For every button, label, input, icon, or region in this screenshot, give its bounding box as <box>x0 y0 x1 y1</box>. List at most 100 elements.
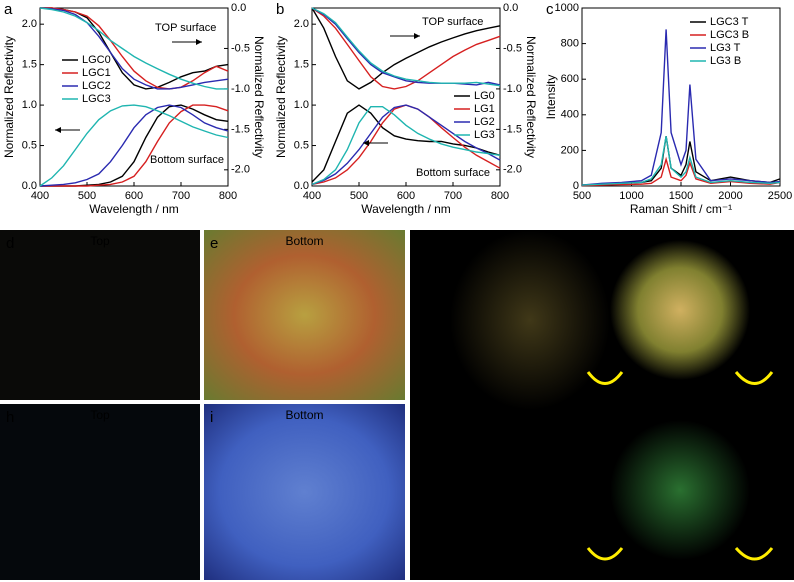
y2-tick-label: 0.0 <box>503 2 518 14</box>
series-line <box>39 104 229 187</box>
y-tick-label: 200 <box>561 144 579 156</box>
y2-tick-label: -2.0 <box>503 164 522 176</box>
series-line <box>40 104 229 187</box>
series-line <box>39 104 229 187</box>
arrow-head <box>55 127 61 133</box>
y2-tick-label: -1.0 <box>231 83 250 95</box>
y2-axis-label: Normalized Reflectivity <box>252 36 266 158</box>
annotation: TOP surface <box>155 22 216 34</box>
image-i <box>204 404 405 580</box>
x-tick-label: 700 <box>172 190 190 202</box>
x-tick-label: 700 <box>444 190 462 202</box>
y-tick-label: 1.5 <box>22 59 37 71</box>
y-tick-label: 1000 <box>555 2 579 14</box>
series-line <box>311 7 501 86</box>
annotation: Bottom surface <box>416 167 490 179</box>
panel-letter: e <box>210 235 218 252</box>
y2-tick-label: -1.0 <box>503 83 522 95</box>
image-d <box>0 230 200 400</box>
x-tick-label: 600 <box>125 190 143 202</box>
y-tick-label: 600 <box>561 73 579 85</box>
legend-label: LG1 <box>474 103 495 115</box>
panel-caption: Bottom <box>285 408 323 422</box>
panel-letter: c <box>546 1 554 18</box>
legend-label: LG3 T <box>710 42 741 54</box>
x-tick-label: 400 <box>303 190 321 202</box>
image-h <box>0 404 200 580</box>
y-tick-label: 0.0 <box>294 180 309 192</box>
series-line <box>39 7 228 90</box>
legend-label: LGC1 <box>82 67 111 79</box>
annotation: TOP surface <box>422 16 483 28</box>
y-tick-label: 1.0 <box>294 99 309 111</box>
y2-tick-label: -0.5 <box>503 42 522 54</box>
series-line <box>311 7 501 90</box>
panel-caption: Top <box>90 234 110 248</box>
series-line <box>311 7 501 90</box>
y-tick-label: 1.0 <box>22 99 37 111</box>
y-tick-label: 1.5 <box>294 59 309 71</box>
image-e <box>204 230 405 400</box>
arrow-head <box>196 39 202 45</box>
panel-letter: b <box>276 1 284 18</box>
x-tick-label: 2000 <box>718 190 742 202</box>
x-tick-label: 500 <box>573 190 591 202</box>
y2-tick-label: -2.0 <box>231 164 250 176</box>
sample-g <box>610 240 750 380</box>
panel-caption: Bottom <box>285 234 323 248</box>
x-tick-label: 2500 <box>768 190 792 202</box>
y-axis-label: Normalized Reflectivity <box>2 36 16 158</box>
x-tick-label: 800 <box>491 190 509 202</box>
y2-tick-label: 0.0 <box>231 2 246 14</box>
x-tick-label: 500 <box>78 190 96 202</box>
y-tick-label: 0.0 <box>22 180 37 192</box>
series-line <box>40 104 229 187</box>
legend-label: LGC0 <box>82 54 111 66</box>
arrow-head <box>363 140 369 146</box>
x-tick-label: 400 <box>31 190 49 202</box>
x-axis-label: Raman Shift / cm⁻¹ <box>630 202 732 216</box>
y-tick-label: 0 <box>573 180 579 192</box>
series-line <box>40 7 229 90</box>
panel-letter: d <box>6 235 14 252</box>
y2-tick-label: -1.5 <box>231 123 250 135</box>
panel-letter: j <box>590 411 594 428</box>
series-line <box>311 104 501 186</box>
x-axis-label: Wavelength / nm <box>89 202 179 216</box>
legend-label: LG3 B <box>710 55 741 67</box>
series-line <box>581 136 781 186</box>
panel-letter: k <box>741 411 749 428</box>
y-tick-label: 2.0 <box>22 18 37 30</box>
plot-frame <box>581 7 781 187</box>
legend-label: LGC3 B <box>710 29 749 41</box>
legend-label: LGC2 <box>82 80 111 92</box>
panel-letter: h <box>6 409 14 426</box>
y2-tick-label: -0.5 <box>231 42 250 54</box>
x-tick-label: 1500 <box>669 190 693 202</box>
annotation: Bottom surface <box>150 154 224 166</box>
y-tick-label: 2.0 <box>294 18 309 30</box>
y2-axis-label: Normalized Reflectivity <box>524 36 538 158</box>
panel-letter: a <box>4 1 13 18</box>
panel-letter: g <box>741 237 749 254</box>
sample-k <box>610 420 750 560</box>
series-line <box>311 106 501 186</box>
y-tick-label: 0.5 <box>294 139 309 151</box>
series-line <box>581 156 781 187</box>
panel-letter: i <box>210 409 213 426</box>
y2-tick-label: -1.5 <box>503 123 522 135</box>
y-tick-label: 800 <box>561 38 579 50</box>
legend-label: LGC3 T <box>710 16 749 28</box>
x-tick-label: 600 <box>397 190 415 202</box>
x-tick-label: 1000 <box>619 190 643 202</box>
panel-caption: Top <box>90 408 110 422</box>
rotation-arrows <box>586 371 774 561</box>
panel-letter: f <box>591 237 596 254</box>
x-tick-label: 800 <box>219 190 237 202</box>
arrow-head <box>414 33 420 39</box>
legend-label: LG3 <box>474 129 495 141</box>
series-line <box>581 29 781 186</box>
y-axis-label: Intensity <box>544 75 558 120</box>
legend-label: LGC3 <box>82 93 111 105</box>
